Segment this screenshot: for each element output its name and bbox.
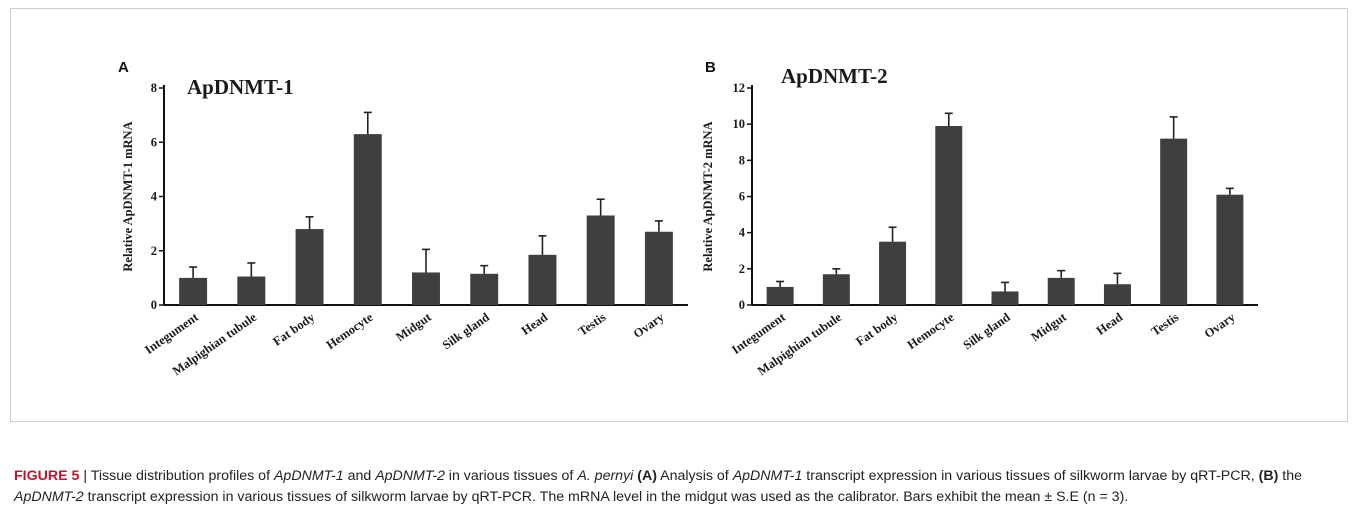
bar bbox=[295, 229, 324, 305]
bar bbox=[470, 273, 499, 305]
x-tick-label: Ovary bbox=[1202, 310, 1239, 341]
caption-body: | Tissue distribution profiles of ApDNMT… bbox=[14, 468, 1302, 505]
caption-segment: ApDNMT-1 bbox=[273, 468, 344, 485]
bar bbox=[935, 125, 963, 305]
caption-segment: | Tissue distribution profiles of bbox=[79, 468, 274, 485]
caption-segment: and bbox=[343, 468, 376, 485]
y-tick-label: 8 bbox=[739, 153, 745, 167]
caption-segment: (A) bbox=[637, 468, 657, 485]
x-tick-label: Fat body bbox=[853, 310, 901, 349]
chart-title: ApDNMT-1 bbox=[187, 75, 294, 99]
x-tick-label: Ovary bbox=[631, 310, 668, 341]
y-axis-label: Relative ApDNMT-2 mRNA bbox=[701, 121, 715, 271]
x-tick-label: Silk gland bbox=[440, 310, 492, 352]
y-axis-label: Relative ApDNMT-1 mRNA bbox=[121, 121, 135, 271]
x-tick-label: Midgut bbox=[1028, 310, 1069, 345]
y-tick-label: 8 bbox=[151, 81, 157, 95]
bar bbox=[528, 254, 557, 305]
bar bbox=[353, 134, 382, 305]
caption-segment: A. pernyi bbox=[577, 468, 634, 485]
y-tick-label: 12 bbox=[733, 81, 746, 95]
figure-frame bbox=[10, 8, 1348, 422]
panel-label: B bbox=[705, 59, 716, 76]
y-tick-label: 6 bbox=[739, 190, 745, 204]
figure-caption: FIGURE 5 | Tissue distribution profiles … bbox=[14, 466, 1340, 508]
bar bbox=[644, 231, 673, 305]
chart-title: ApDNMT-2 bbox=[781, 64, 888, 88]
caption-segment: transcript expression in various tissues… bbox=[802, 468, 1259, 485]
chart-panel-b: B ApDNMT-2 Relative ApDNMT-2 mRNA 0 2 4 6 8 10 12… bbox=[701, 59, 1258, 378]
y-tick-label: 2 bbox=[739, 262, 745, 276]
panel-label: A bbox=[118, 59, 129, 76]
x-tick-label: Silk gland bbox=[961, 310, 1013, 352]
y-tick-label: 6 bbox=[151, 135, 157, 149]
x-tick-label: Fat body bbox=[270, 310, 318, 349]
bar bbox=[822, 274, 850, 305]
y-tick-label: 10 bbox=[733, 117, 746, 131]
bar bbox=[179, 277, 208, 305]
x-tick-label: Testis bbox=[1149, 310, 1182, 339]
x-tick-label: Testis bbox=[576, 310, 609, 339]
bar bbox=[1216, 194, 1244, 305]
caption-segment: ApDNMT-1 bbox=[732, 468, 803, 485]
bar bbox=[586, 215, 615, 305]
bar bbox=[1160, 138, 1188, 305]
caption-segment: transcript expression in various tissues… bbox=[83, 489, 1129, 506]
bar bbox=[766, 286, 794, 305]
bar bbox=[1047, 277, 1075, 305]
bar bbox=[991, 291, 1019, 305]
x-tick-label: Head bbox=[519, 310, 550, 338]
caption-segment: (B) bbox=[1258, 468, 1279, 485]
bar bbox=[879, 241, 907, 305]
y-tick-label: 0 bbox=[151, 298, 157, 312]
y-tick-label: 2 bbox=[151, 244, 157, 258]
x-tick-label: Midgut bbox=[393, 310, 434, 345]
caption-segment: in various tissues of bbox=[444, 468, 578, 485]
caption-segment: Analysis of bbox=[656, 468, 733, 485]
bar bbox=[412, 272, 440, 305]
bar bbox=[1103, 284, 1131, 305]
caption-segment: ApDNMT-2 bbox=[375, 468, 445, 485]
caption-segment: the bbox=[1278, 468, 1302, 485]
x-tick-label: Head bbox=[1094, 310, 1125, 338]
y-tick-label: 0 bbox=[739, 298, 745, 312]
y-tick-label: 4 bbox=[739, 226, 746, 240]
caption-segment: ApDNMT-2 bbox=[14, 489, 84, 506]
x-tick-label: Hemocyte bbox=[324, 310, 376, 352]
caption-label: FIGURE 5 bbox=[14, 468, 80, 485]
x-tick-label: Hemocyte bbox=[905, 310, 957, 352]
y-tick-label: 4 bbox=[151, 190, 158, 204]
bar bbox=[237, 276, 266, 305]
